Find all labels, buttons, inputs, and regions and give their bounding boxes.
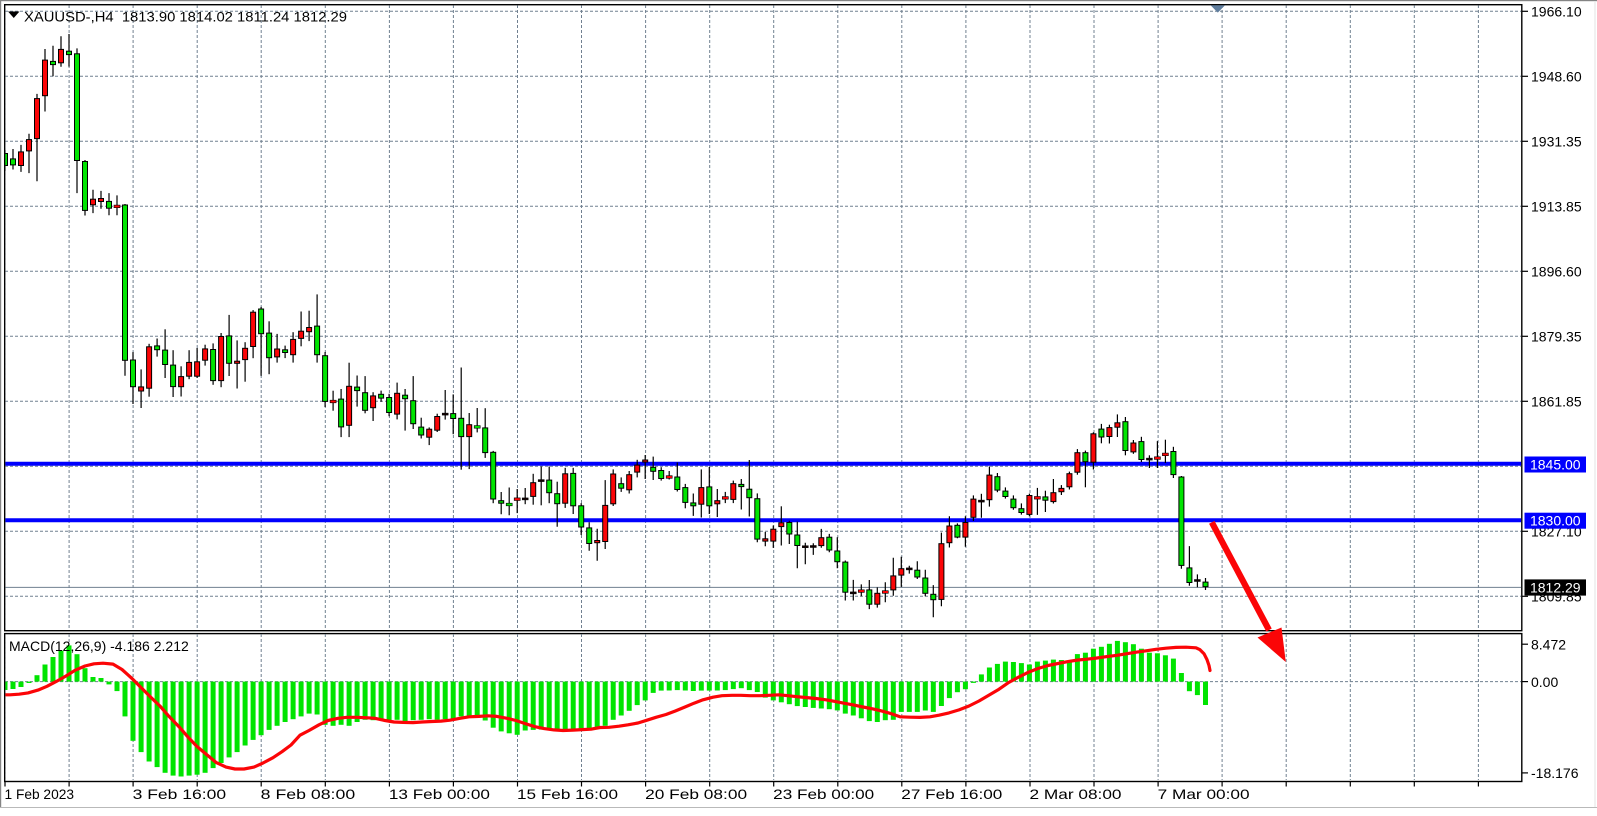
svg-text:20 Feb 08:00: 20 Feb 08:00 xyxy=(645,786,747,802)
svg-text:1879.35: 1879.35 xyxy=(1531,329,1582,345)
svg-text:1 Feb 2023: 1 Feb 2023 xyxy=(5,786,75,802)
svg-text:1948.60: 1948.60 xyxy=(1531,69,1582,85)
svg-text:13 Feb 00:00: 13 Feb 00:00 xyxy=(389,786,490,802)
svg-text:7 Mar 00:00: 7 Mar 00:00 xyxy=(1158,786,1250,802)
svg-text:27 Feb 16:00: 27 Feb 16:00 xyxy=(901,786,1002,802)
svg-text:8.472: 8.472 xyxy=(1531,636,1566,652)
svg-text:1913.85: 1913.85 xyxy=(1531,199,1582,215)
svg-text:MACD(12,26,9) -4.186 2.212: MACD(12,26,9) -4.186 2.212 xyxy=(9,638,189,654)
svg-text:23 Feb 00:00: 23 Feb 00:00 xyxy=(773,786,874,802)
svg-text:1966.10: 1966.10 xyxy=(1531,4,1582,20)
svg-text:1861.85: 1861.85 xyxy=(1531,394,1582,410)
svg-text:0.00: 0.00 xyxy=(1531,674,1558,690)
svg-text:1830.00: 1830.00 xyxy=(1530,513,1581,529)
svg-text:1896.60: 1896.60 xyxy=(1531,264,1582,280)
svg-text:2 Mar 08:00: 2 Mar 08:00 xyxy=(1030,786,1122,802)
svg-text:1845.00: 1845.00 xyxy=(1530,457,1581,473)
svg-text:XAUUSD-,H4 1813.90 1814.02 18: XAUUSD-,H4 1813.90 1814.02 1811.24 1812.… xyxy=(24,9,347,25)
svg-text:3 Feb 16:00: 3 Feb 16:00 xyxy=(133,786,227,802)
svg-text:1931.35: 1931.35 xyxy=(1531,134,1582,150)
svg-text:1812.29: 1812.29 xyxy=(1530,580,1581,596)
svg-text:-18.176: -18.176 xyxy=(1531,765,1579,781)
svg-text:15 Feb 16:00: 15 Feb 16:00 xyxy=(517,786,618,802)
svg-text:8 Feb 08:00: 8 Feb 08:00 xyxy=(261,786,356,802)
